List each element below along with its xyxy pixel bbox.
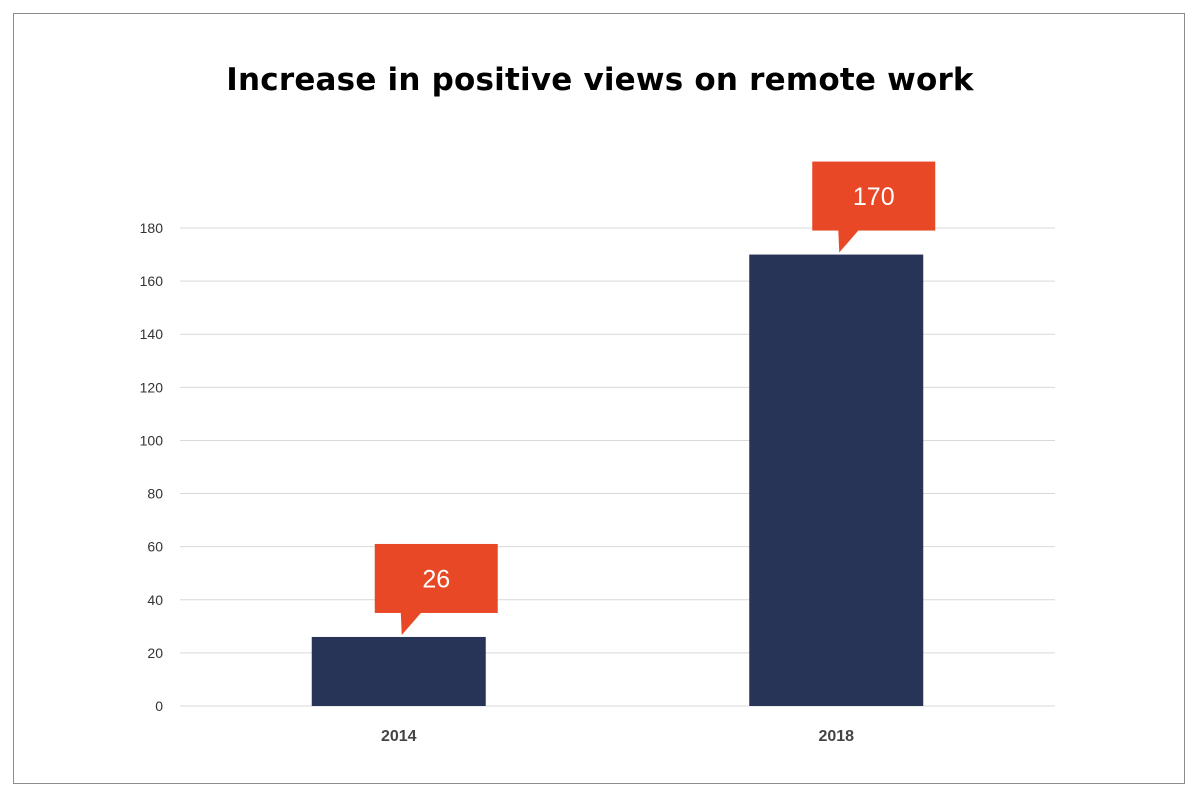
y-tick-label: 20 [147,645,163,661]
y-tick-label: 100 [140,432,164,448]
y-tick-label: 40 [147,592,163,608]
bar-2018 [749,254,924,707]
data-label-callouts: 26 170 [374,161,936,635]
y-tick-label: 180 [140,220,164,236]
chart-frame [13,13,1185,784]
x-axis-category-labels: 2014 2018 [381,728,854,745]
y-tick-label: 160 [140,273,164,289]
chart-title: Increase in positive views on remote wor… [226,62,974,98]
data-label: 26 [422,565,450,593]
x-category-label: 2018 [818,728,854,745]
x-category-label: 2014 [381,728,417,745]
callout-pointer [400,611,422,635]
y-tick-label: 0 [155,698,163,714]
callout-box [812,161,936,231]
callout-2018: 170 [812,161,936,253]
callout-box [374,543,498,613]
y-tick-label: 120 [140,379,164,395]
y-tick-label: 140 [140,326,164,342]
bars [311,254,924,707]
data-label: 170 [853,183,895,211]
y-tick-label: 60 [147,539,163,555]
y-axis-tick-labels: 0 20 40 60 80 100 120 140 160 180 [140,220,164,714]
y-tick-label: 80 [147,486,163,502]
callout-2014: 26 [374,543,498,635]
bar-2014 [311,636,486,706]
gridlines [180,227,1055,707]
callout-pointer [838,229,860,253]
